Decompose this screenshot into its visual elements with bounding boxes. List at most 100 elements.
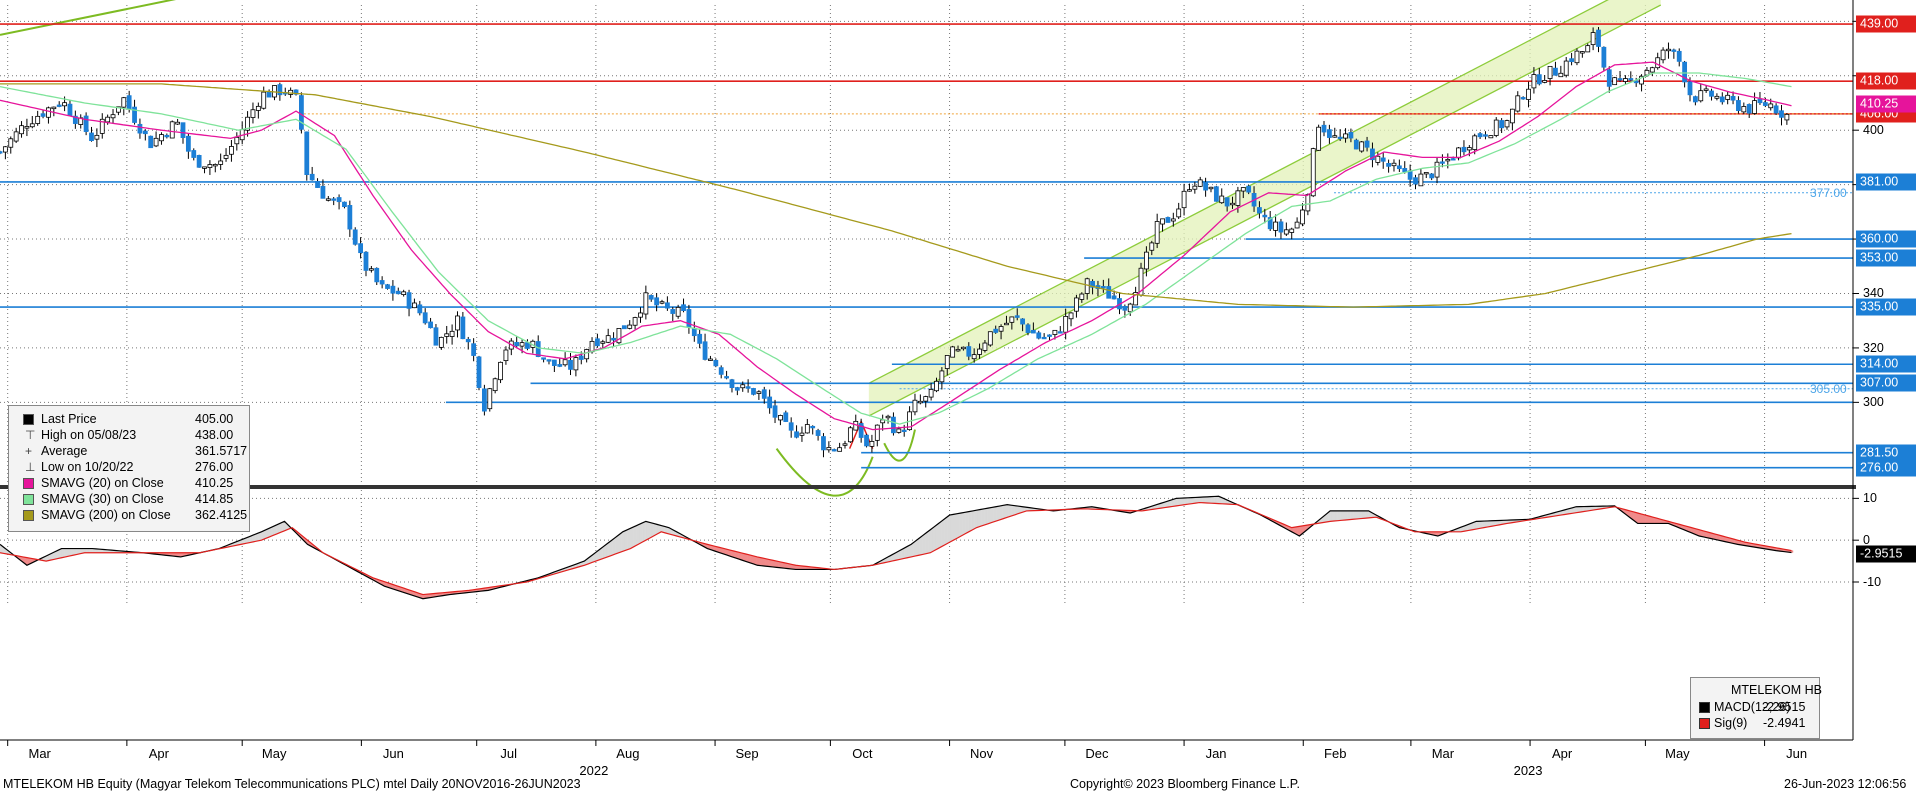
candle-down	[433, 327, 439, 346]
candles	[0, 27, 1790, 458]
candle-down	[568, 359, 573, 370]
macd-histogram-fill	[977, 509, 982, 528]
candle-down	[858, 423, 864, 438]
candle-down	[277, 84, 283, 96]
candle-down	[1628, 78, 1634, 81]
candle-down	[471, 343, 477, 356]
macd-histogram-fill	[937, 521, 942, 549]
candle-up	[955, 348, 961, 352]
candle-up	[498, 361, 503, 381]
macd-histogram-fill	[636, 523, 640, 546]
candle-down	[379, 280, 385, 285]
year-label: 2022	[579, 763, 609, 778]
candle-up	[1273, 221, 1278, 231]
candle-down	[891, 416, 896, 434]
candle-up	[1208, 186, 1214, 190]
candle-down	[72, 115, 78, 124]
candle-up	[847, 427, 853, 443]
value-tag: 410.25	[1856, 95, 1916, 113]
legend-label: Low on 10/20/22	[41, 460, 134, 474]
year-label: 2023	[1513, 763, 1543, 778]
legend-row: SMAVG (20) on Close 410.25	[21, 476, 243, 491]
candle-down	[595, 338, 600, 347]
candle-up	[837, 447, 843, 452]
candle-up	[1493, 119, 1499, 136]
candle-up	[842, 443, 848, 446]
candle-down	[1203, 182, 1209, 191]
candle-up	[756, 391, 762, 394]
candle-up	[401, 291, 407, 295]
candle-down	[422, 312, 428, 324]
candle-down	[266, 91, 272, 98]
candle-up	[917, 400, 923, 404]
candle-down	[1020, 318, 1026, 325]
candle-down	[336, 197, 342, 203]
candle-down	[395, 290, 401, 295]
candle-down	[191, 150, 197, 158]
candle-up	[1574, 50, 1580, 64]
candle-down	[1687, 81, 1693, 96]
macd-histogram-fill	[950, 514, 954, 543]
candle-down	[541, 357, 546, 360]
candle-down	[1736, 100, 1741, 112]
candle-down	[654, 297, 660, 306]
macd-histogram-fill	[648, 521, 653, 539]
candle-up	[1133, 292, 1139, 306]
legend-glyph: ⊤	[25, 428, 36, 442]
candle-up	[928, 388, 934, 398]
candle-down	[1337, 136, 1343, 140]
candle-up	[1526, 88, 1531, 100]
candle-down	[1370, 148, 1375, 161]
candle-down	[670, 309, 676, 314]
candle-down	[546, 359, 552, 362]
candle-up	[116, 106, 121, 113]
fib-label: 377.00	[1810, 185, 1847, 200]
macd-histogram-fill	[1343, 510, 1348, 521]
candle-up	[987, 331, 993, 346]
trend-channel-fill	[868, 0, 1661, 416]
candle-down	[1165, 217, 1171, 223]
candle-up	[1725, 94, 1731, 100]
candle-down	[347, 205, 353, 230]
panel-separator	[0, 485, 1856, 489]
candle-down	[1246, 185, 1252, 193]
macd-histogram-fill	[614, 534, 619, 555]
candle-up	[1192, 185, 1198, 190]
y-tick-label: 300	[1863, 395, 1884, 410]
macd-histogram-fill	[64, 548, 68, 558]
level-tag: 314.00	[1856, 355, 1916, 373]
candle-up	[1289, 228, 1295, 233]
candle-down	[315, 180, 320, 188]
candle-up	[1230, 202, 1235, 206]
candle-down	[460, 316, 466, 340]
macd-histogram-fill	[1180, 497, 1185, 506]
x-tick-label: Dec	[1085, 746, 1109, 761]
candle-up	[1585, 45, 1591, 53]
macd-histogram-fill	[88, 548, 93, 553]
candle-down	[1692, 96, 1698, 103]
candle-up	[1768, 103, 1774, 109]
candle-down	[40, 113, 46, 117]
candle-up	[1623, 78, 1628, 82]
macd-histogram-fill	[633, 525, 637, 548]
candle-down	[89, 132, 94, 142]
candle-down	[681, 304, 686, 311]
legend-row: + Average 361.5717	[21, 444, 247, 459]
macd-histogram-fill	[1002, 504, 1006, 520]
candle-up	[874, 424, 880, 441]
legend-swatch	[23, 510, 34, 521]
candle-up	[1666, 48, 1671, 52]
candle-down	[142, 130, 148, 135]
macd-line	[0, 495, 1792, 600]
macd-histogram-fill	[993, 506, 997, 523]
candle-up	[1612, 77, 1618, 86]
candle-down	[551, 359, 557, 366]
candle-up	[939, 370, 945, 383]
candle-down	[1057, 331, 1063, 334]
candle-down	[1122, 306, 1128, 311]
candle-down	[1676, 50, 1682, 62]
candle-up	[1784, 113, 1790, 121]
macd-histogram-fill	[947, 514, 951, 544]
candle-up	[24, 126, 30, 129]
candle-up	[562, 359, 568, 366]
